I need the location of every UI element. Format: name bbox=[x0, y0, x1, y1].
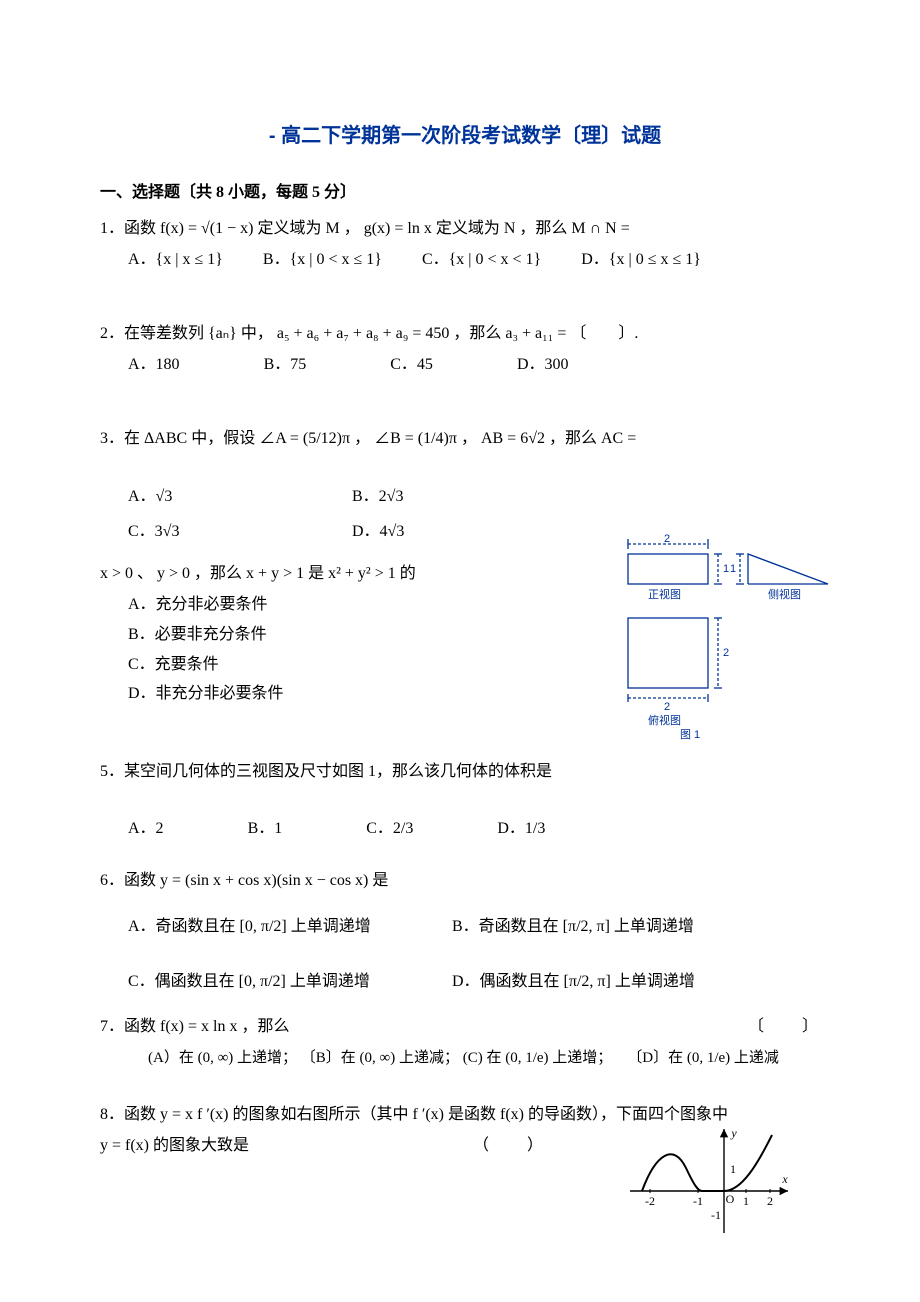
q6-opt-c: C．偶函数且在 [0, π/2] 上单调递增 bbox=[128, 969, 448, 995]
question-1-options: A．{x | x ≤ 1} B．{x | 0 < x ≤ 1} C．{x | 0… bbox=[128, 247, 830, 273]
figure-caption: 图 1 bbox=[680, 728, 700, 741]
q3-opt-a: A．√3 bbox=[128, 484, 348, 510]
q1-opt-b: B．{x | 0 < x ≤ 1} bbox=[263, 247, 382, 273]
q2-opt-b: B．75 bbox=[264, 352, 307, 378]
q4-opt-a: A．充分非必要条件 bbox=[128, 592, 388, 618]
q8-stem2-text: y = f(x) 的图象大致是 bbox=[100, 1137, 249, 1154]
q3-opt-b: B．2√3 bbox=[352, 484, 572, 510]
q5-opt-d: D．1/3 bbox=[497, 816, 545, 842]
front-dim-h: 1 bbox=[723, 563, 729, 575]
question-3-options-row1: A．√3 B．2√3 bbox=[128, 484, 830, 516]
question-2-stem: 2．在等差数列 {aₙ} 中， a₅ + a₆ + a₇ + a₈ + a₉ =… bbox=[100, 321, 830, 347]
q8-graph: -2 -1 1 2 1 -1 O x y bbox=[620, 1123, 800, 1252]
q7-opt-d: 〔D〕在 (0, 1/e) 上递减 bbox=[627, 1050, 779, 1066]
q7-stem-text: 7．函数 f(x) = x ln x ，那么 bbox=[100, 1018, 289, 1035]
origin-label: O bbox=[726, 1192, 735, 1206]
page-title: - 高二下学期第一次阶段考试数学〔理〕试题 bbox=[100, 120, 830, 152]
question-7-options: (A）在 (0, ∞) 上递增； 〔B〕在 (0, ∞) 上递减； (C) 在 … bbox=[148, 1046, 830, 1070]
q6-opt-a: A．奇函数且在 [0, π/2] 上单调递增 bbox=[128, 914, 448, 940]
section-heading: 一、选择题〔共 8 小题，每题 5 分〕 bbox=[100, 180, 830, 206]
q1-opt-d: D．{x | 0 ≤ x ≤ 1} bbox=[581, 247, 701, 273]
xtick-m2: -2 bbox=[645, 1194, 655, 1208]
question-5-stem: 5．某空间几何体的三视图及尺寸如图 1，那么该几何体的体积是 bbox=[100, 759, 610, 785]
q1-opt-a: A．{x | x ≤ 1} bbox=[128, 247, 223, 273]
q4-opt-c: C．充要条件 bbox=[128, 652, 388, 678]
three-view-svg: 2 1 正视图 1 侧视图 2 2 俯视图 图 1 bbox=[620, 530, 840, 740]
q5-opt-a: A．2 bbox=[128, 816, 164, 842]
top-dim-h: 2 bbox=[723, 647, 729, 659]
side-label: 侧视图 bbox=[768, 587, 801, 601]
xtick-2: 2 bbox=[767, 1194, 773, 1208]
x-axis-label: x bbox=[781, 1172, 788, 1186]
q2-opt-c: C．45 bbox=[390, 352, 433, 378]
question-5-options: A．2 B．1 C．2/3 D．1/3 bbox=[128, 816, 830, 842]
y-axis-label: y bbox=[730, 1126, 737, 1140]
q7-opt-a: (A）在 (0, ∞) 上递增； bbox=[148, 1050, 297, 1066]
q8-paren: （ ） bbox=[473, 1137, 545, 1154]
q7-paren: 〔 〕 bbox=[748, 1014, 820, 1040]
top-dim-w: 2 bbox=[664, 701, 670, 713]
xtick-1: 1 bbox=[743, 1194, 749, 1208]
q6-opt-b: B．奇函数且在 [π/2, π] 上单调递增 bbox=[452, 914, 772, 940]
ytick-1: 1 bbox=[730, 1162, 736, 1176]
q6-opt-d: D．偶函数且在 [π/2, π] 上单调递增 bbox=[452, 969, 772, 995]
question-1-stem: 1．函数 f(x) = √(1 − x) 定义域为 M ， g(x) = ln … bbox=[100, 216, 830, 242]
q5-opt-b: B．1 bbox=[248, 816, 283, 842]
front-label: 正视图 bbox=[648, 587, 681, 601]
side-dim-h: 1 bbox=[730, 563, 736, 575]
question-7-stem: 7．函数 f(x) = x ln x ，那么 〔 〕 bbox=[100, 1014, 830, 1040]
xtick-m1: -1 bbox=[693, 1194, 703, 1208]
q5-opt-c: C．2/3 bbox=[366, 816, 413, 842]
top-label: 俯视图 bbox=[648, 713, 681, 727]
q1-opt-c: C．{x | 0 < x < 1} bbox=[422, 247, 541, 273]
ytick-m1: -1 bbox=[711, 1208, 721, 1222]
q7-opt-c: (C) 在 (0, 1/e) 上递增； bbox=[463, 1050, 613, 1066]
question-3-stem: 3．在 ΔABC 中，假设 ∠A = (5/12)π ， ∠B = (1/4)π… bbox=[100, 426, 830, 452]
front-dim-w: 2 bbox=[664, 533, 670, 545]
q4-opt-b: B．必要非充分条件 bbox=[128, 622, 388, 648]
q3-opt-d: D．4√3 bbox=[352, 519, 572, 545]
question-2-options: A．180 B．75 C．45 D．300 bbox=[128, 352, 830, 378]
q2-opt-d: D．300 bbox=[517, 352, 569, 378]
q4-opt-d: D．非充分非必要条件 bbox=[128, 681, 388, 707]
q2-opt-a: A．180 bbox=[128, 352, 180, 378]
three-view-figure: 2 1 正视图 1 侧视图 2 2 俯视图 图 1 bbox=[620, 530, 840, 749]
q7-opt-b: 〔B〕在 (0, ∞) 上递减； bbox=[301, 1050, 459, 1066]
question-6-options: A．奇函数且在 [0, π/2] 上单调递增 B．奇函数且在 [π/2, π] … bbox=[128, 914, 830, 999]
q3-opt-c: C．3√3 bbox=[128, 519, 348, 545]
question-6-stem: 6．函数 y = (sin x + cos x)(sin x − cos x) … bbox=[100, 868, 830, 894]
